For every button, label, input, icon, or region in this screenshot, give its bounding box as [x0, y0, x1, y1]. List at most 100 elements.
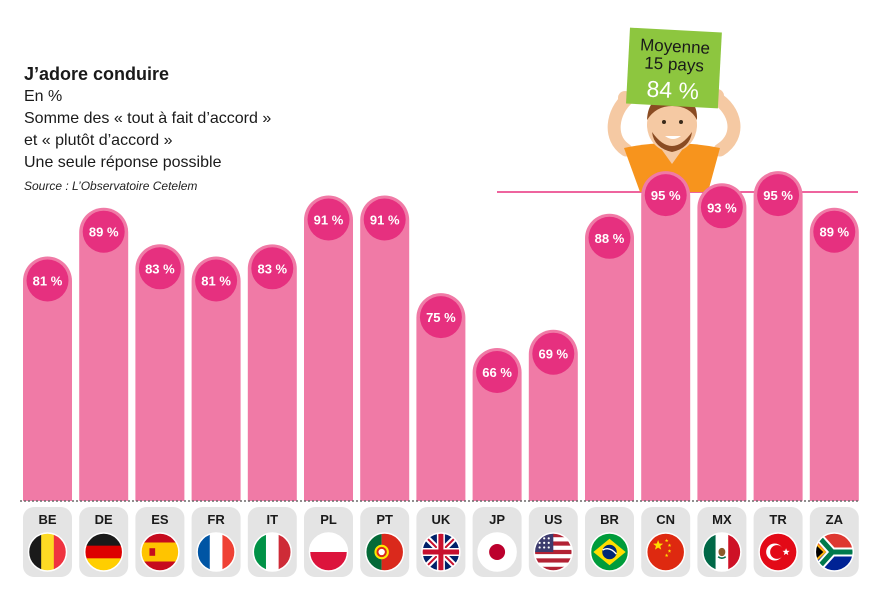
- country-code-IT: IT: [267, 512, 279, 527]
- bar-BR: [585, 213, 634, 501]
- chart-legend: J’adore conduire En % Somme des « tout à…: [24, 62, 271, 196]
- value-bubble-UK: [419, 296, 462, 339]
- value-label-BE: 81 %: [33, 274, 63, 289]
- flag-ring-TR: [758, 532, 798, 572]
- flag-ring-DE: [83, 532, 124, 572]
- beard: [652, 132, 692, 152]
- value-bubble-PT: [363, 198, 406, 241]
- bar-FR: [191, 256, 241, 501]
- bar-PT: [360, 195, 410, 501]
- bar-UK: [416, 293, 466, 501]
- value-label-IT: 83 %: [257, 261, 287, 276]
- china-flag-icon: [646, 533, 685, 571]
- flag-ring-IT: [252, 532, 293, 572]
- value-label-DE: 89 %: [89, 225, 119, 240]
- value-bubble-ES: [138, 247, 181, 290]
- bar-ZA: [809, 207, 859, 501]
- country-code-BR: BR: [600, 512, 619, 527]
- value-bubble-ZA: [813, 210, 856, 253]
- face: [647, 98, 697, 152]
- value-label-MX: 93 %: [707, 200, 737, 215]
- left-eye: [662, 120, 666, 124]
- flag-ring-ZA: [814, 532, 855, 572]
- value-label-US: 69 %: [538, 347, 568, 362]
- value-bubble-US: [532, 332, 575, 375]
- right-arm: [709, 91, 741, 157]
- country-code-ES: ES: [151, 512, 169, 527]
- subtitle-unit: En %: [24, 88, 63, 105]
- poland-flag-icon: [309, 533, 348, 571]
- average-sign-board: [626, 27, 722, 109]
- turkey-flag-icon: [759, 533, 798, 571]
- country-tiles-layer: BE DE ES FR IT PL PT UK JP US BR CN MX TR ZA: [23, 507, 859, 577]
- neck: [662, 150, 682, 164]
- bar-ES: [135, 244, 185, 501]
- country-code-ZA: ZA: [826, 512, 844, 527]
- country-code-PT: PT: [376, 512, 393, 527]
- value-label-BR: 88 %: [595, 231, 625, 246]
- subtitle-line-1: Somme des « tout à fait d’accord »: [24, 110, 272, 127]
- bar-US: [528, 329, 578, 501]
- flag-ring-PL: [308, 532, 349, 572]
- bar-IT: [247, 244, 297, 501]
- country-code-PL: PL: [320, 512, 337, 527]
- japan-flag-icon: [478, 533, 517, 571]
- flag-ring-JP: [477, 532, 517, 572]
- average-sign-line2: 15 pays: [644, 53, 704, 75]
- right-eye: [679, 120, 683, 124]
- flag-ring-FR: [196, 532, 236, 572]
- usa-flag-icon: [534, 533, 573, 571]
- country-code-BE: BE: [38, 512, 56, 527]
- flag-ring-UK: [421, 532, 461, 572]
- value-label-FR: 81 %: [201, 274, 231, 289]
- value-bubble-FR: [195, 259, 238, 302]
- value-label-PL: 91 %: [314, 213, 344, 228]
- flag-ring-CN: [645, 532, 686, 572]
- value-label-ES: 83 %: [145, 261, 175, 276]
- value-label-TR: 95 %: [763, 188, 793, 203]
- subtitle-line-2: et « plutôt d’accord »: [24, 132, 173, 149]
- value-label-ZA: 89 %: [819, 225, 849, 240]
- spain-flag-icon: [140, 533, 179, 571]
- left-arm: [607, 91, 635, 157]
- flag-ring-ES: [140, 532, 180, 572]
- country-code-UK: UK: [432, 512, 451, 527]
- flag-ring-BE: [27, 532, 68, 572]
- value-label-UK: 75 %: [426, 310, 456, 325]
- value-bubble-BR: [588, 216, 631, 259]
- bar-CN: [641, 171, 691, 501]
- value-label-JP: 66 %: [482, 365, 512, 380]
- country-code-US: US: [544, 512, 562, 527]
- bar-DE: [79, 207, 129, 501]
- value-bubble-IT: [251, 247, 294, 290]
- source-note: Source : L’Observatoire Cetelem: [24, 179, 198, 193]
- subtitle-line-3: Une seule réponse possible: [24, 154, 222, 171]
- bar-PL: [304, 195, 353, 501]
- average-sign: Moyenne 15 pays 84 %: [626, 27, 722, 109]
- flag-ring-BR: [589, 532, 630, 572]
- country-code-FR: FR: [207, 512, 225, 527]
- value-bubble-TR: [757, 174, 800, 217]
- flag-ring-MX: [702, 532, 742, 572]
- average-sign-line1: Moyenne: [640, 35, 711, 58]
- uk-flag-icon: [421, 533, 460, 571]
- mascot-illustration: Moyenne 15 pays 84 %: [497, 27, 858, 193]
- country-code-CN: CN: [656, 512, 675, 527]
- value-label-PT: 91 %: [370, 213, 400, 228]
- bar-TR: [753, 171, 803, 501]
- portugal-flag-icon: [365, 533, 404, 571]
- value-bubble-MX: [700, 186, 743, 229]
- brazil-flag-icon: [590, 533, 629, 571]
- flag-ring-PT: [364, 532, 405, 572]
- value-bubble-DE: [82, 210, 125, 253]
- value-bubble-PL: [307, 198, 350, 241]
- flag-ring-US: [533, 532, 574, 572]
- bar-MX: [697, 183, 747, 501]
- smile: [665, 136, 681, 139]
- value-bubble-CN: [644, 174, 687, 217]
- value-label-CN: 95 %: [651, 188, 681, 203]
- country-code-MX: MX: [712, 512, 732, 527]
- value-bubble-BE: [26, 259, 69, 302]
- value-bubble-JP: [476, 351, 519, 393]
